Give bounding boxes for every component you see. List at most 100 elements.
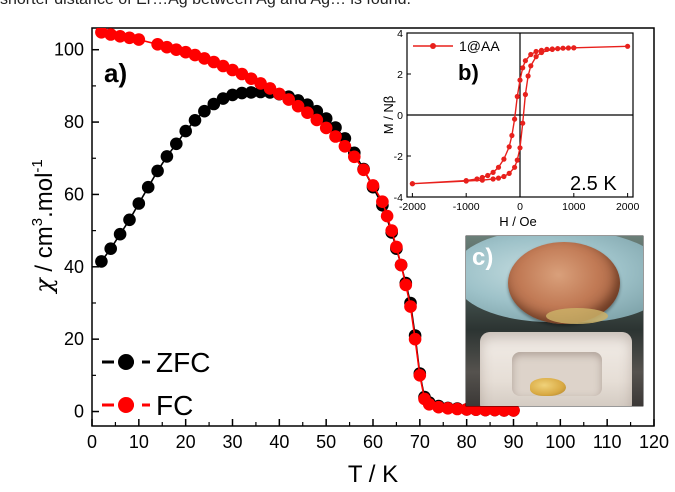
main-x-axis: 0 10 20 30 40 50 60 70 80 90 100 110 120	[87, 419, 669, 452]
series-fc-point	[507, 404, 520, 417]
series-fc-point	[413, 369, 427, 382]
y-label-chi: χ	[30, 277, 58, 295]
series-fc-point	[282, 93, 296, 106]
series-fc-point	[394, 258, 408, 272]
inset-series-point	[501, 173, 507, 180]
panel-label-b: b)	[458, 60, 479, 85]
inset-legend-label: 1@AA	[459, 38, 500, 54]
inset-series-point	[506, 170, 512, 176]
inset-b-legend: 1@AA	[413, 38, 500, 54]
series-fc-point	[451, 402, 464, 416]
inset-series-point	[625, 43, 631, 49]
series-fc-point	[263, 82, 277, 95]
y-label-sup2: -1	[29, 159, 46, 172]
inset-series-point	[528, 51, 534, 58]
inset-series-point	[549, 46, 555, 53]
sample-photo: c)	[466, 236, 643, 406]
x-tick-label: 40	[269, 432, 289, 452]
inset-x-axis-label: H / Oe	[499, 214, 537, 229]
series-fc-point	[469, 403, 483, 417]
inset-y-tick-label: 4	[397, 28, 403, 40]
main-plot: 0 10 20 30 40 50 60 70 80 90 100 110 120 02040608010…	[29, 27, 669, 488]
inset-series-point	[485, 172, 491, 179]
y-tick-label: 20	[64, 329, 84, 349]
x-tick-label: 50	[316, 432, 336, 452]
series-zfc-point	[226, 88, 239, 102]
legend-zfc-label: ZFC	[156, 347, 210, 378]
inset-series-point	[560, 45, 566, 51]
inset-y-tick-label: 0	[397, 110, 403, 122]
main-y-axis: 0 20 40 60 80 100	[54, 40, 99, 422]
inset-annotation-temperature: 2.5 K	[570, 173, 617, 195]
legend-zfc-marker	[118, 354, 134, 370]
pellet-edge-image	[546, 308, 608, 324]
series-fc-point	[399, 278, 413, 292]
inset-series-point	[490, 169, 496, 175]
series-fc-point	[273, 87, 286, 101]
inset-x-tick-label: 0	[517, 201, 523, 213]
x-tick-label: 60	[363, 432, 383, 452]
series-fc-point	[235, 67, 249, 81]
inset-series-point	[522, 91, 529, 98]
series-zfc-point	[151, 164, 164, 178]
inset-x-tick-label: -1000	[453, 201, 480, 213]
series-fc-point	[357, 163, 370, 177]
series-zfc-point	[188, 114, 202, 127]
inset-y-tick-label: -4	[394, 192, 403, 204]
inset-series-point	[514, 157, 520, 163]
y-tick-label: 80	[64, 112, 84, 132]
series-fc-point	[376, 195, 389, 208]
x-tick-label: 0	[87, 432, 97, 452]
series-fc-point	[310, 113, 324, 127]
x-tick-label: 90	[503, 432, 523, 452]
panel-label-c: c)	[472, 244, 494, 271]
series-fc-point	[385, 224, 399, 237]
inset-series-point	[509, 132, 515, 139]
inset-legend-marker	[430, 43, 436, 49]
series-fc-point	[408, 332, 422, 346]
series-fc-point	[319, 121, 333, 135]
series-zfc-point	[132, 197, 146, 210]
inset-series-point	[506, 144, 512, 150]
legend-zfc: ZFC	[102, 347, 210, 378]
inset-series-point	[571, 45, 577, 51]
series-fc-point	[338, 140, 352, 153]
x-tick-label: 10	[129, 432, 149, 452]
x-tick-label: 100	[545, 432, 575, 452]
inset-series-point	[490, 176, 496, 182]
series-fc-point	[497, 404, 511, 417]
series-fc-point	[380, 209, 394, 223]
series-zfc-point	[235, 86, 249, 100]
inset-series-point	[495, 164, 502, 170]
series-zfc-point	[207, 97, 221, 111]
series-fc-point	[390, 240, 403, 254]
inset-series-point	[479, 177, 485, 183]
main-series	[95, 28, 520, 417]
inset-series-point	[528, 63, 534, 69]
inset-series-point	[511, 116, 518, 122]
inset-series-point	[525, 73, 531, 79]
series-fc-point	[132, 33, 146, 46]
legend-fc: FC	[102, 390, 193, 421]
legend-fc-marker	[118, 397, 134, 413]
series-fc-point	[479, 403, 492, 417]
inset-series-point	[495, 175, 502, 181]
series-zfc-point	[198, 104, 211, 118]
legend-fc-label: FC	[156, 390, 193, 421]
series-fc-point	[432, 400, 445, 414]
series-zfc-point	[95, 255, 108, 268]
inset-x-tick-label: 1000	[562, 201, 586, 213]
series-fc-point	[113, 30, 127, 43]
inset-y-tick-label: -2	[394, 151, 403, 163]
inset-x-tick-label: -2000	[399, 201, 426, 213]
inset-series-point	[538, 49, 545, 56]
series-zfc-point	[141, 180, 155, 194]
panel-label-a: a)	[104, 58, 127, 88]
inset-series-point	[517, 145, 523, 151]
y-tick-label: 0	[74, 402, 84, 422]
y-label-unit: / cm	[31, 226, 58, 278]
inset-series-point	[517, 77, 523, 83]
series-fc-point	[216, 59, 230, 73]
series-fc-point	[226, 63, 239, 77]
